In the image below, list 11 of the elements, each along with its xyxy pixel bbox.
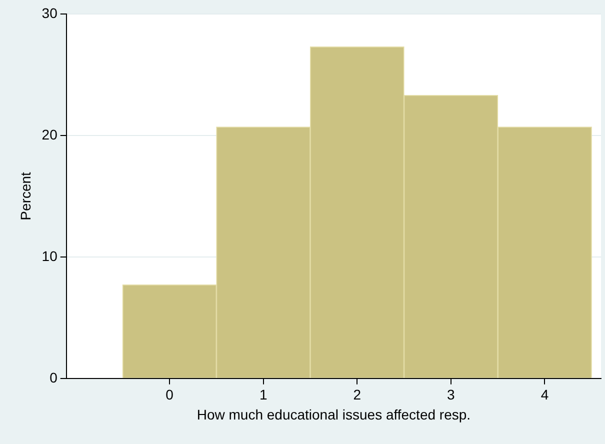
y-tick-label: 20	[42, 126, 58, 142]
x-tick-label: 3	[447, 386, 456, 403]
x-tick-label: 1	[259, 386, 268, 403]
y-tick-label: 30	[42, 4, 58, 21]
y-tick-label: 0	[50, 369, 58, 386]
x-tick-label: 4	[540, 386, 549, 403]
x-axis-title: How much educational issues affected resp.	[196, 406, 471, 422]
x-tick-label: 0	[166, 386, 174, 403]
y-axis-title: Percent	[17, 172, 34, 220]
x-tick-label: 2	[353, 386, 362, 403]
y-tick-label: 10	[42, 248, 58, 264]
